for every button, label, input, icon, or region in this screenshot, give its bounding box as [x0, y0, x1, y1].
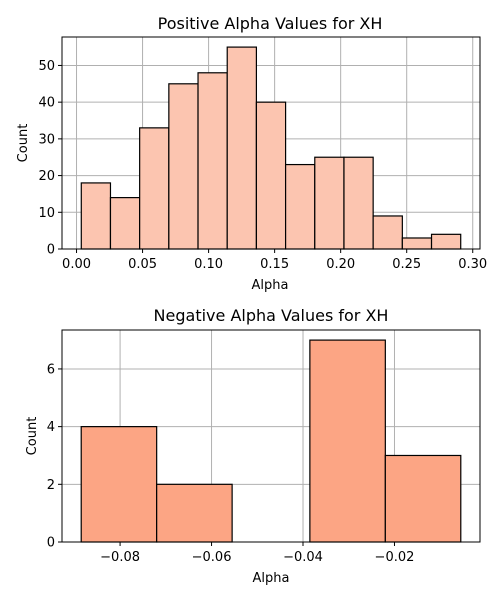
y-tick-label: 6 [47, 362, 55, 377]
x-axis-label: Alpha [252, 278, 289, 293]
histogram-bar [80, 426, 158, 543]
histogram-bar [343, 156, 374, 250]
histogram-bar [197, 72, 228, 250]
ticks-layer: −0.08 −0.06 −0.04 −0.02 0 2 4 6 [47, 362, 415, 565]
histogram-bar [372, 215, 403, 250]
y-tick-label: 20 [38, 169, 55, 184]
histogram-bar [314, 156, 345, 250]
x-tick-label: −0.04 [283, 550, 323, 565]
y-axis-label: Count [16, 124, 31, 163]
y-tick-label: 30 [38, 132, 55, 147]
histogram-bar [226, 46, 258, 250]
x-tick-label: 0.30 [458, 257, 487, 272]
chart-negative-alpha: Negative Alpha Values for XH Alpha Count… [25, 306, 481, 586]
chart-positive-alpha: Positive Alpha Values for XH Alpha Count… [16, 14, 487, 293]
plot-frame [61, 329, 481, 543]
chart-title: Positive Alpha Values for XH [158, 14, 383, 33]
histogram-bar [255, 101, 287, 250]
histogram-bar [284, 163, 316, 250]
x-tick-label: 0.25 [392, 257, 421, 272]
histogram-bar [309, 339, 386, 543]
histogram-bar [384, 454, 462, 543]
histogram-bar [430, 233, 462, 250]
x-axis-label: Alpha [253, 571, 290, 586]
x-tick-label: 0.20 [326, 257, 355, 272]
y-tick-label: 40 [38, 96, 55, 111]
histogram-bar [168, 83, 199, 250]
ticks-layer: 0.00 0.05 0.10 0.15 0.20 0.25 0.30 0 10 20 30 40 50 [38, 59, 487, 272]
x-tick-label: 0.15 [260, 257, 289, 272]
y-tick-label: 4 [47, 420, 55, 435]
x-tick-label: 0.05 [128, 257, 157, 272]
y-tick-label: 10 [38, 206, 55, 221]
x-tick-label: 0.00 [62, 257, 91, 272]
chart-title: Negative Alpha Values for XH [154, 306, 389, 325]
histogram-bar [156, 483, 233, 543]
histogram-bar [139, 127, 170, 250]
bars-layer [80, 339, 462, 543]
y-tick-label: 2 [47, 478, 55, 493]
histogram-bar [401, 237, 433, 250]
y-tick-label: 50 [38, 59, 55, 74]
bars-layer [80, 46, 462, 250]
plot-frame [61, 36, 481, 250]
y-tick-label: 0 [47, 536, 55, 551]
x-tick-label: 0.10 [194, 257, 223, 272]
x-tick-label: −0.06 [192, 550, 232, 565]
histogram-bar [80, 182, 112, 250]
histogram-bar [109, 197, 141, 250]
y-tick-label: 0 [47, 243, 55, 258]
x-tick-label: −0.02 [375, 550, 415, 565]
y-axis-label: Count [25, 417, 40, 456]
x-tick-label: −0.08 [100, 550, 140, 565]
